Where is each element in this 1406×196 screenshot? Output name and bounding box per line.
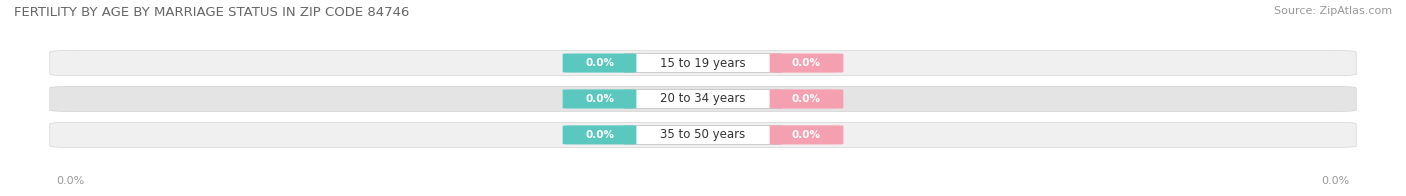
Text: 0.0%: 0.0%: [585, 94, 614, 104]
Text: 20 to 34 years: 20 to 34 years: [661, 93, 745, 105]
Text: 0.0%: 0.0%: [792, 94, 821, 104]
Text: 35 to 50 years: 35 to 50 years: [661, 128, 745, 141]
FancyBboxPatch shape: [769, 125, 844, 144]
FancyBboxPatch shape: [562, 125, 637, 144]
FancyBboxPatch shape: [49, 86, 1357, 112]
Text: FERTILITY BY AGE BY MARRIAGE STATUS IN ZIP CODE 84746: FERTILITY BY AGE BY MARRIAGE STATUS IN Z…: [14, 6, 409, 19]
FancyBboxPatch shape: [562, 54, 637, 73]
FancyBboxPatch shape: [49, 51, 1357, 76]
FancyBboxPatch shape: [624, 54, 782, 73]
Text: 15 to 19 years: 15 to 19 years: [661, 57, 745, 70]
Text: 0.0%: 0.0%: [585, 58, 614, 68]
FancyBboxPatch shape: [49, 122, 1357, 148]
FancyBboxPatch shape: [769, 89, 844, 109]
Text: 0.0%: 0.0%: [792, 130, 821, 140]
FancyBboxPatch shape: [562, 89, 637, 109]
FancyBboxPatch shape: [624, 89, 782, 109]
FancyBboxPatch shape: [769, 54, 844, 73]
Text: Source: ZipAtlas.com: Source: ZipAtlas.com: [1274, 6, 1392, 16]
Text: 0.0%: 0.0%: [792, 58, 821, 68]
Text: 0.0%: 0.0%: [585, 130, 614, 140]
FancyBboxPatch shape: [624, 125, 782, 144]
Text: 0.0%: 0.0%: [1322, 176, 1350, 186]
Text: 0.0%: 0.0%: [56, 176, 84, 186]
